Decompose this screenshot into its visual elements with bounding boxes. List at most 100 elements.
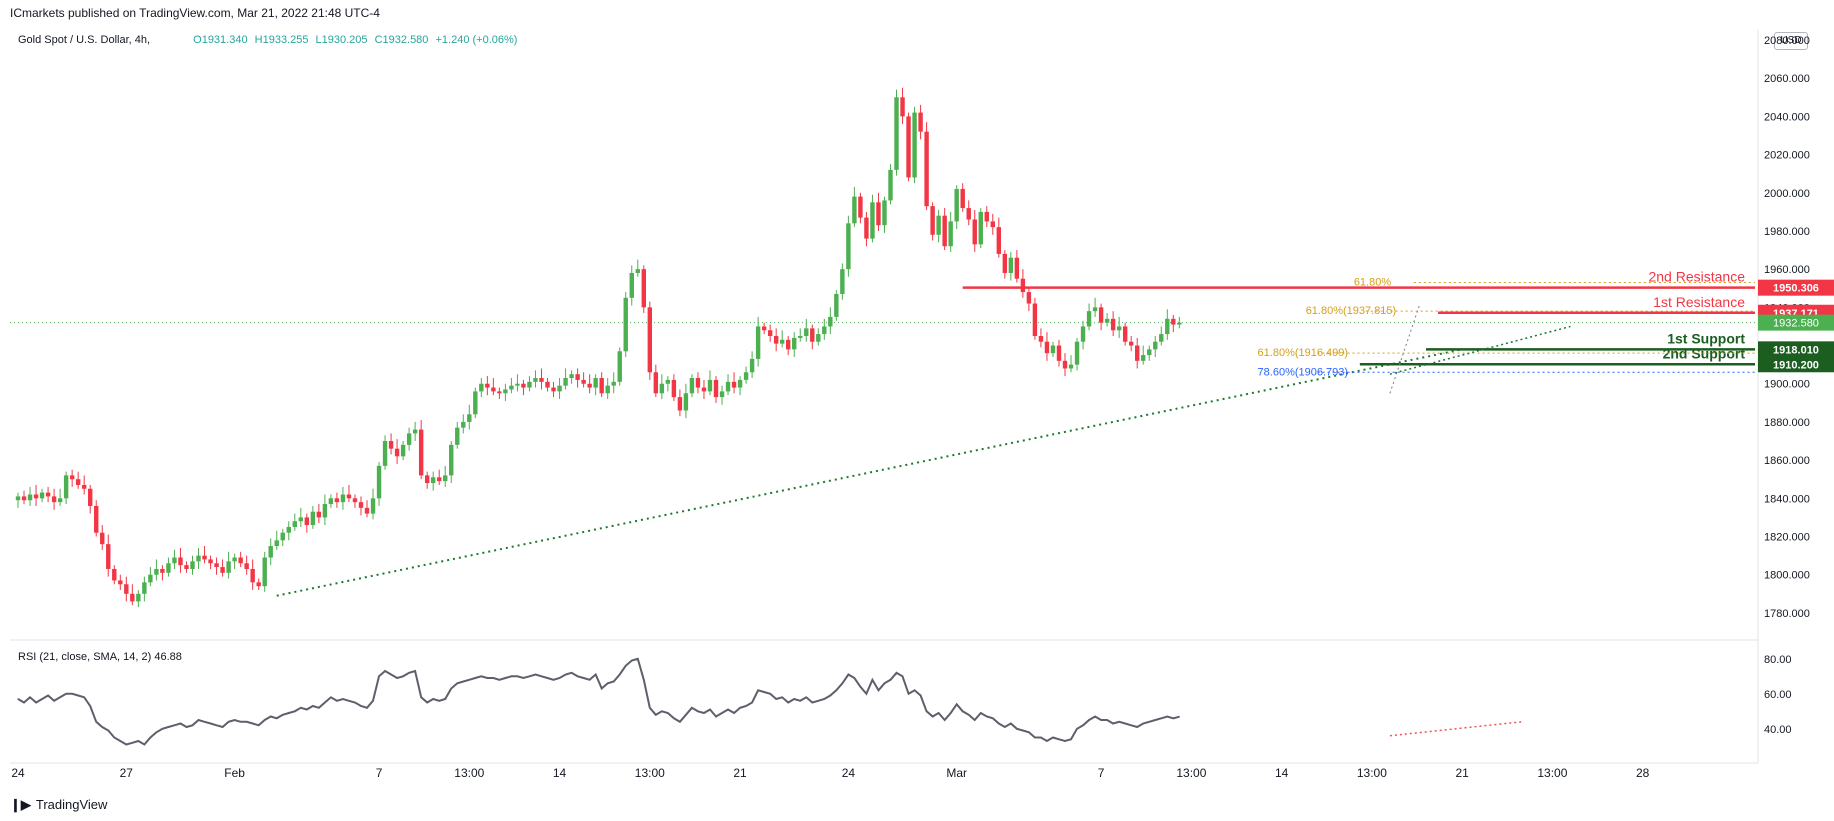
rsi-point: [679, 721, 681, 723]
candle-body: [569, 374, 574, 379]
candle-body: [1128, 341, 1134, 346]
rsi-point: [787, 701, 789, 704]
candle-body: [63, 475, 69, 499]
candle-body: [400, 444, 406, 457]
rsi-point: [432, 698, 434, 700]
price-tick-label: 1800.000: [1764, 570, 1810, 582]
candle-body: [557, 385, 562, 392]
candle-body: [1104, 318, 1110, 323]
rsi-point: [65, 693, 67, 695]
rsi-point: [853, 677, 855, 679]
candle-body: [310, 511, 316, 526]
rsi-point: [131, 742, 133, 744]
rsi-tick-label: 80.00: [1764, 654, 1792, 666]
rsi-point: [992, 717, 994, 719]
rsi-point: [637, 658, 639, 660]
candle-body: [346, 494, 352, 499]
symbol-name: Gold Spot / U.S. Dollar, 4h,: [18, 34, 151, 46]
rsi-point: [456, 682, 458, 684]
candle-body: [858, 196, 863, 218]
candle-body: [1165, 318, 1170, 335]
candle-body: [966, 208, 971, 220]
rsi-point: [793, 698, 795, 700]
rsi-point: [781, 696, 783, 698]
candle-body: [455, 427, 460, 445]
rsi-point: [595, 673, 597, 676]
rsi-point: [962, 710, 964, 712]
publisher-line: ICmarkets published on TradingView.com, …: [10, 6, 380, 20]
candle-body: [118, 580, 123, 585]
candle-body: [593, 378, 598, 388]
candle-body: [587, 383, 592, 388]
candle-body: [172, 557, 177, 564]
rsi-point: [71, 693, 73, 695]
candle-body: [918, 112, 923, 132]
rsi-point: [390, 673, 392, 676]
rsi-point: [173, 724, 176, 726]
rsi-point: [221, 726, 224, 728]
rsi-point: [486, 677, 488, 679]
rsi-point: [613, 680, 615, 683]
rsi-point: [167, 726, 170, 728]
price-chart[interactable]: 2080.000 2060.000 2040.000 2020.000 2000.000…: [0, 0, 1834, 790]
rsi-point: [739, 707, 741, 709]
price-tick-label: 2060.000: [1764, 73, 1810, 85]
ohlc-values: O1931.340 H1933.255 L1930.205 C1932.580 …: [193, 34, 521, 46]
rsi-point: [480, 675, 482, 677]
rsi-point: [1046, 740, 1048, 742]
rsi-point: [974, 719, 976, 721]
candle-body: [202, 555, 207, 560]
currency-button[interactable]: USD: [1774, 32, 1808, 50]
candle-body: [581, 379, 586, 384]
candle-body: [828, 316, 833, 327]
level-label: 1st Resistance: [1653, 294, 1745, 310]
rsi-point: [570, 672, 573, 674]
rsi-point: [438, 700, 440, 702]
candle-body: [551, 387, 556, 392]
rsi-point: [414, 670, 416, 672]
price-tick-label: 2000.000: [1764, 188, 1810, 200]
rsi-point: [1166, 715, 1168, 718]
high-value: H1933.255: [254, 34, 309, 46]
candle-body: [370, 498, 376, 514]
candle-body: [382, 441, 388, 466]
rsi-point: [468, 679, 470, 681]
candle-body: [701, 387, 707, 392]
rsi-point: [312, 705, 314, 707]
open-value: O1931.340: [193, 34, 248, 46]
candle-body: [81, 484, 87, 489]
rsi-point: [1004, 726, 1006, 728]
candle-body: [130, 593, 135, 602]
candle-body: [160, 568, 165, 573]
rsi-point: [107, 729, 109, 732]
candle-body: [852, 196, 857, 224]
rsi-point: [1106, 719, 1108, 721]
candle-body: [184, 565, 189, 569]
rsi-point: [228, 721, 230, 723]
rsi-point: [348, 700, 350, 702]
rsi-point: [143, 743, 145, 746]
rsi-point: [516, 675, 519, 677]
rsi-point: [558, 677, 561, 679]
candle-body: [539, 378, 544, 382]
candle-body: [15, 496, 21, 501]
rsi-point: [583, 677, 585, 679]
candle-body: [1135, 345, 1140, 361]
rsi-point: [306, 708, 308, 711]
rsi-point: [77, 694, 79, 697]
candle-body: [196, 555, 201, 562]
level-price-text: 1910.200: [1773, 359, 1819, 371]
candle-body: [412, 429, 418, 434]
rsi-point: [17, 698, 19, 700]
candle-body: [328, 498, 334, 505]
price-tick-label: 1840.000: [1764, 493, 1810, 505]
candle-body: [954, 188, 959, 222]
rsi-tick-label: 40.00: [1764, 724, 1792, 736]
rsi-point: [625, 665, 627, 667]
price-tick-label: 2020.000: [1764, 150, 1810, 162]
rsi-point: [673, 717, 675, 719]
rsi-point: [215, 724, 218, 726]
candle-body: [737, 379, 743, 388]
rsi-point: [1010, 722, 1012, 725]
candle-body: [641, 269, 646, 308]
